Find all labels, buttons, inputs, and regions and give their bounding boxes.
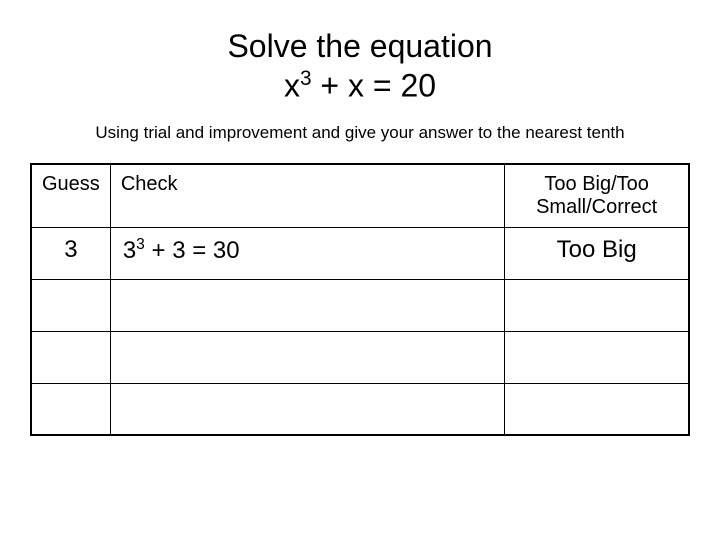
equation-rest: + x = 20: [312, 68, 437, 104]
cell-guess: 3: [31, 227, 110, 279]
cell-result: [505, 279, 689, 331]
header-check: Check: [110, 164, 504, 228]
cell-guess: [31, 383, 110, 435]
table-header-row: Guess Check Too Big/Too Small/Correct: [31, 164, 689, 228]
cell-check: 33 + 3 = 30: [110, 227, 504, 279]
equation: x3 + x = 20: [30, 67, 690, 105]
table-row: 3 33 + 3 = 30 Too Big: [31, 227, 689, 279]
table-row: [31, 279, 689, 331]
cell-result: Too Big: [505, 227, 689, 279]
cell-check: [110, 279, 504, 331]
cell-check: [110, 383, 504, 435]
check-exp: 3: [136, 236, 145, 253]
page-title: Solve the equation: [30, 28, 690, 65]
header-result: Too Big/Too Small/Correct: [505, 164, 689, 228]
equation-exponent: 3: [300, 67, 312, 90]
cell-guess: [31, 279, 110, 331]
equation-var: x: [284, 68, 300, 104]
cell-result: [505, 331, 689, 383]
header-guess: Guess: [31, 164, 110, 228]
table-row: [31, 331, 689, 383]
cell-guess: [31, 331, 110, 383]
table-row: [31, 383, 689, 435]
check-rest: + 3 = 30: [145, 237, 240, 264]
instruction-text: Using trial and improvement and give you…: [30, 123, 690, 143]
check-base: 3: [123, 237, 136, 264]
cell-check: [110, 331, 504, 383]
cell-result: [505, 383, 689, 435]
trial-table: Guess Check Too Big/Too Small/Correct 3 …: [30, 163, 690, 437]
